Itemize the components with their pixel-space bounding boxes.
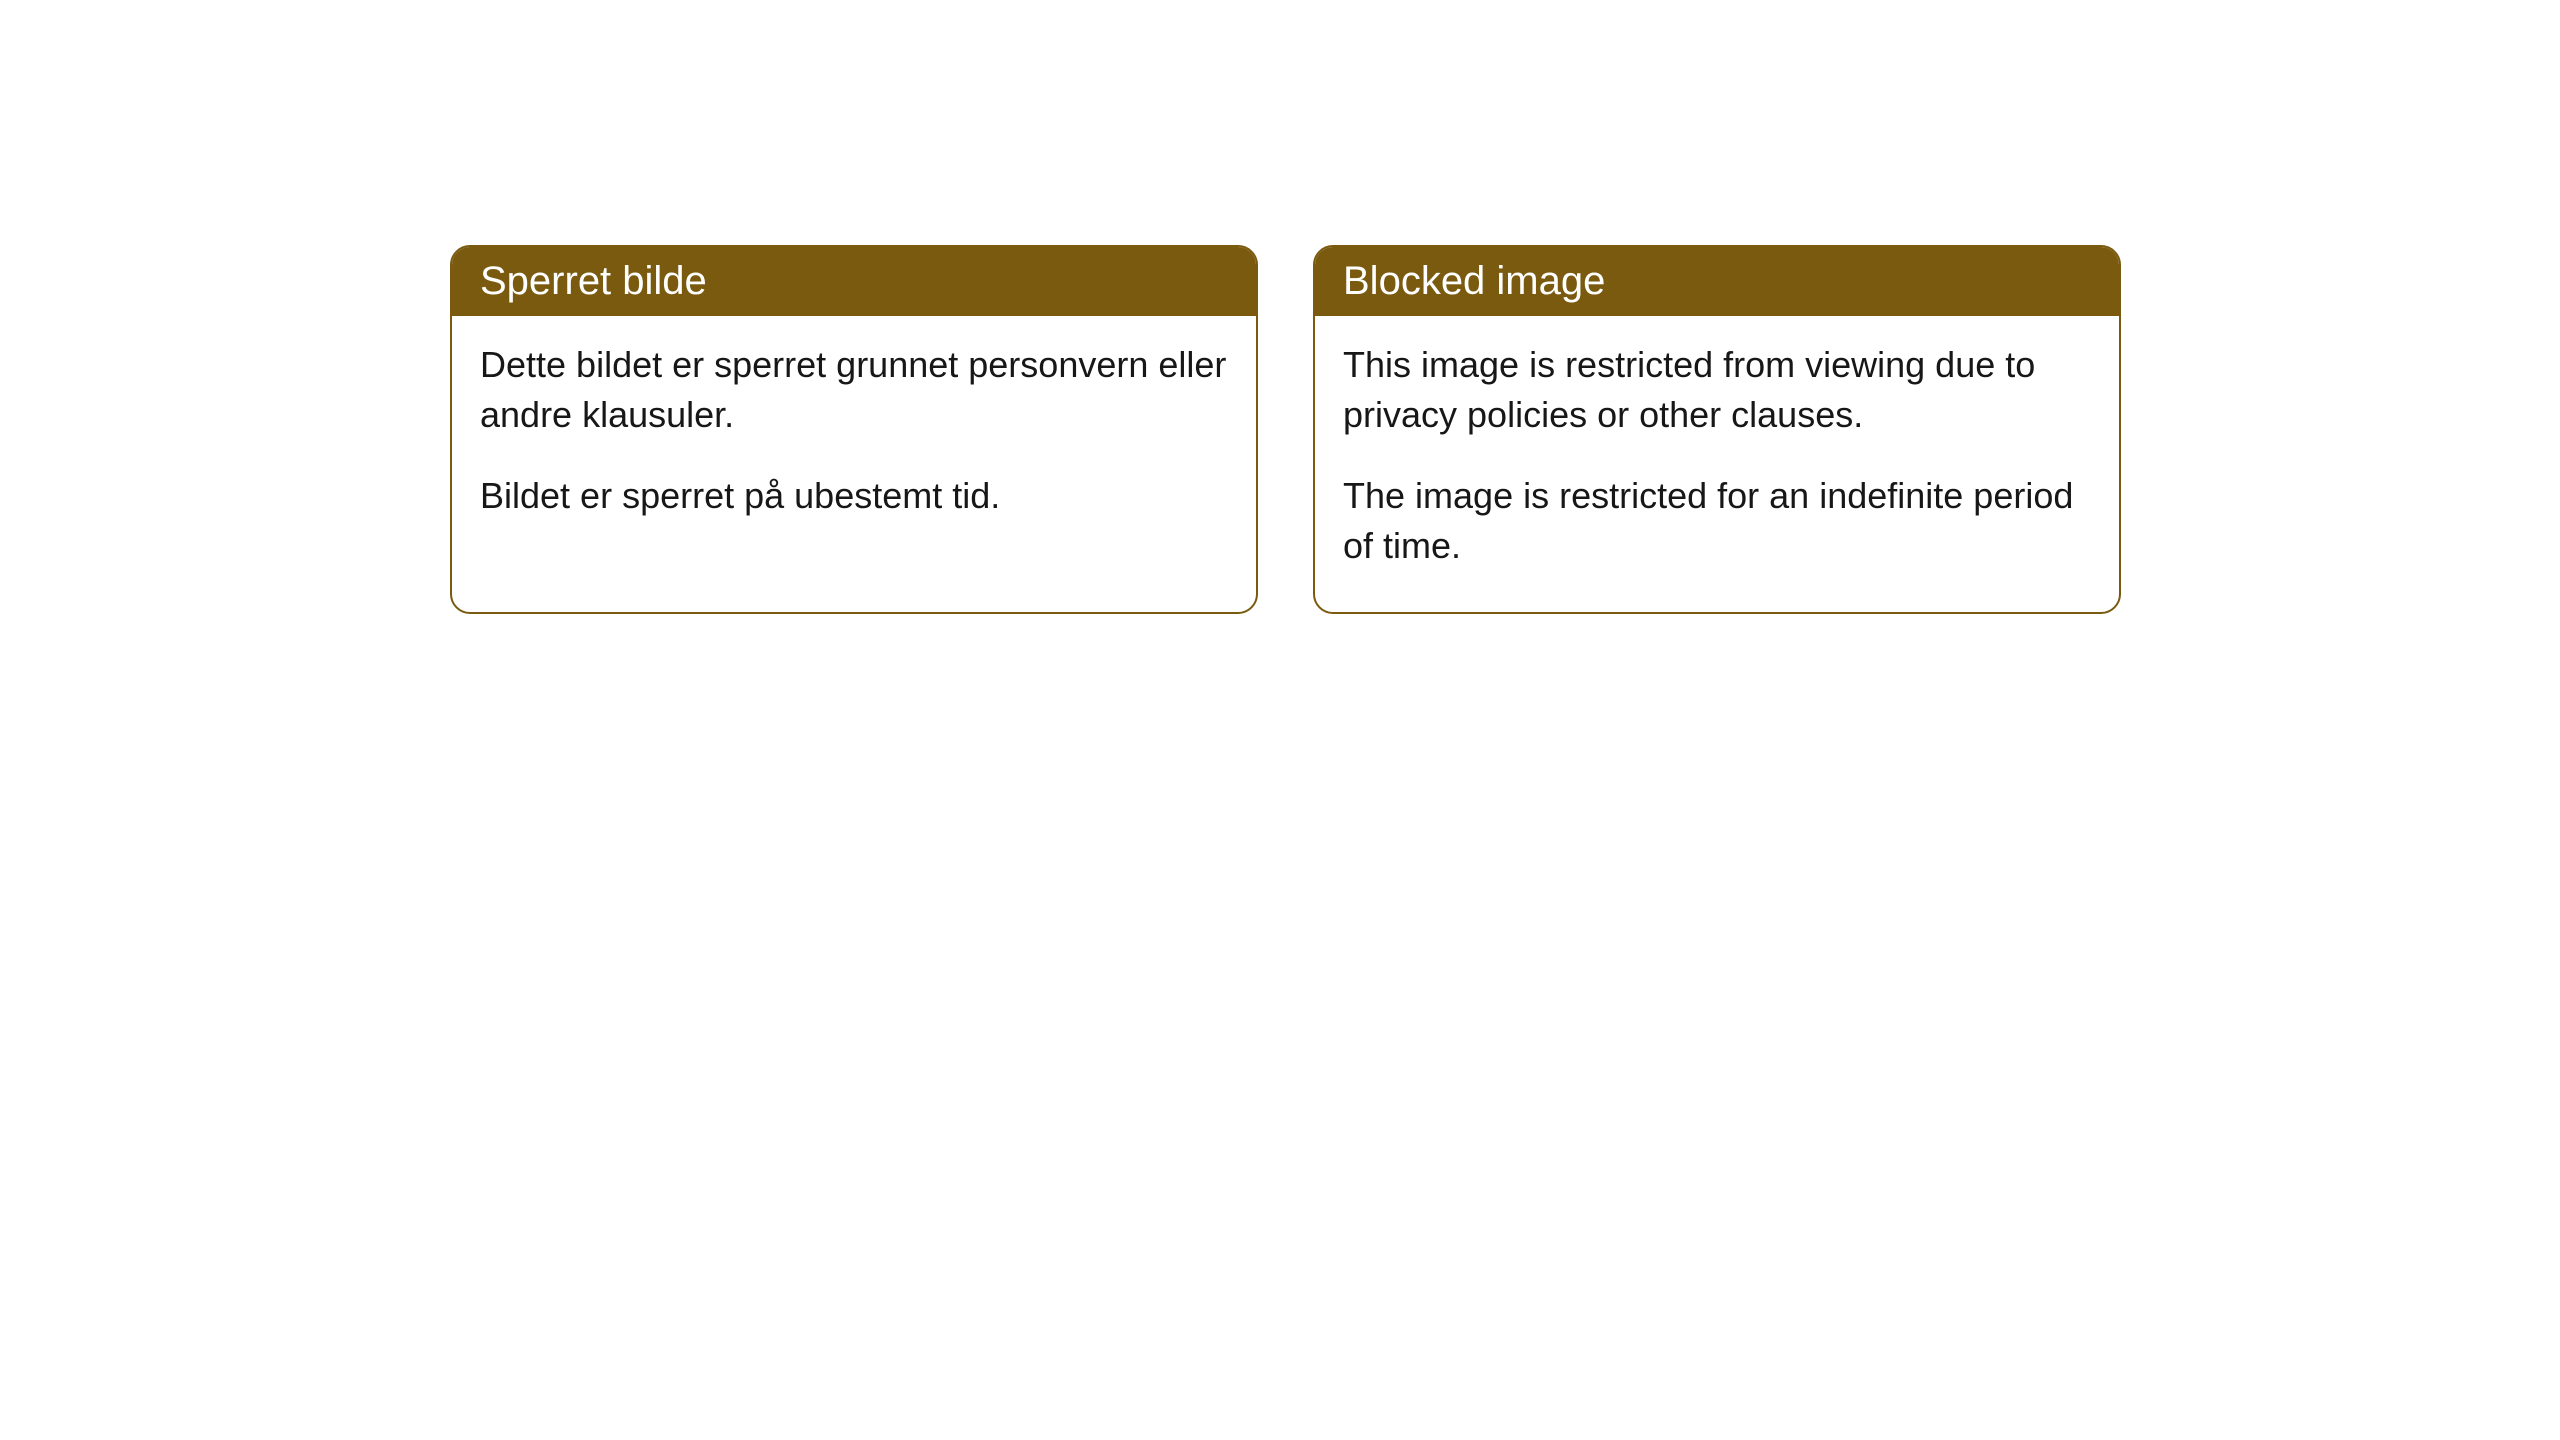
blocked-image-card-norwegian: Sperret bilde Dette bildet er sperret gr… xyxy=(450,245,1258,614)
card-header-english: Blocked image xyxy=(1315,247,2119,316)
blocked-image-card-english: Blocked image This image is restricted f… xyxy=(1313,245,2121,614)
card-title: Blocked image xyxy=(1343,259,1605,303)
card-header-norwegian: Sperret bilde xyxy=(452,247,1256,316)
card-paragraph: This image is restricted from viewing du… xyxy=(1343,340,2091,441)
card-body-norwegian: Dette bildet er sperret grunnet personve… xyxy=(452,316,1256,561)
card-paragraph: Dette bildet er sperret grunnet personve… xyxy=(480,340,1228,441)
card-title: Sperret bilde xyxy=(480,259,707,303)
card-paragraph: The image is restricted for an indefinit… xyxy=(1343,471,2091,572)
card-body-english: This image is restricted from viewing du… xyxy=(1315,316,2119,612)
notice-cards-container: Sperret bilde Dette bildet er sperret gr… xyxy=(450,245,2560,614)
card-paragraph: Bildet er sperret på ubestemt tid. xyxy=(480,471,1228,521)
